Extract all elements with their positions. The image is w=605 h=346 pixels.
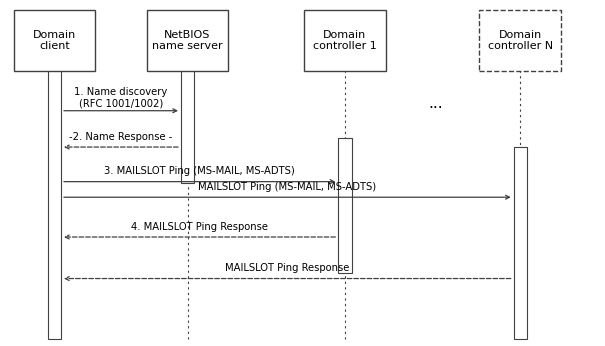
Text: Domain
controller 1: Domain controller 1: [313, 30, 377, 52]
Text: MAILSLOT Ping Response: MAILSLOT Ping Response: [225, 263, 350, 273]
Text: 3. MAILSLOT Ping (MS-MAIL, MS-ADTS): 3. MAILSLOT Ping (MS-MAIL, MS-ADTS): [104, 166, 295, 176]
Bar: [338, 138, 352, 273]
Bar: [146, 10, 229, 71]
Bar: [48, 61, 61, 339]
Text: NetBIOS
name server: NetBIOS name server: [152, 30, 223, 52]
Bar: [13, 10, 96, 71]
Bar: [304, 10, 386, 71]
Bar: [514, 147, 527, 339]
Text: Domain
client: Domain client: [33, 30, 76, 52]
Text: Domain
controller N: Domain controller N: [488, 30, 553, 52]
Text: ...: ...: [428, 96, 443, 111]
Text: -2. Name Response -: -2. Name Response -: [70, 132, 172, 142]
Text: MAILSLOT Ping (MS-MAIL, MS-ADTS): MAILSLOT Ping (MS-MAIL, MS-ADTS): [198, 182, 376, 192]
Text: 1. Name discovery
(RFC 1001/1002): 1. Name discovery (RFC 1001/1002): [74, 88, 168, 109]
Bar: [479, 10, 561, 71]
Bar: [181, 61, 194, 183]
Text: 4. MAILSLOT Ping Response: 4. MAILSLOT Ping Response: [131, 222, 268, 232]
